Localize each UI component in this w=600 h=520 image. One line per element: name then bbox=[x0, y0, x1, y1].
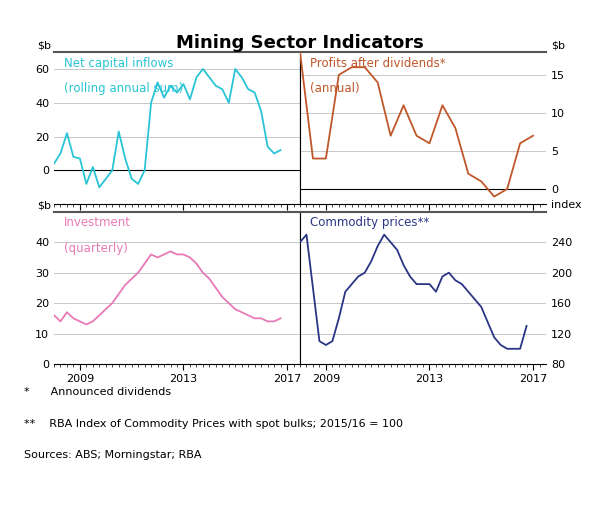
Text: Sources: ABS; Morningstar; RBA: Sources: ABS; Morningstar; RBA bbox=[24, 450, 202, 460]
Text: (annual): (annual) bbox=[310, 83, 359, 96]
Text: (quarterly): (quarterly) bbox=[64, 242, 128, 255]
Text: Net capital inflows: Net capital inflows bbox=[64, 57, 173, 70]
Text: (rolling annual sum): (rolling annual sum) bbox=[64, 83, 183, 96]
Text: Commodity prices**: Commodity prices** bbox=[310, 216, 429, 229]
Text: *      Announced dividends: * Announced dividends bbox=[24, 387, 171, 397]
Text: index: index bbox=[551, 200, 581, 210]
Text: Profits after dividends*: Profits after dividends* bbox=[310, 57, 445, 70]
Text: $b: $b bbox=[38, 41, 52, 50]
Text: **    RBA Index of Commodity Prices with spot bulks; 2015/16 = 100: ** RBA Index of Commodity Prices with sp… bbox=[24, 419, 403, 428]
Text: Mining Sector Indicators: Mining Sector Indicators bbox=[176, 34, 424, 52]
Text: $b: $b bbox=[551, 41, 565, 50]
Text: Investment: Investment bbox=[64, 216, 131, 229]
Text: $b: $b bbox=[38, 200, 52, 210]
